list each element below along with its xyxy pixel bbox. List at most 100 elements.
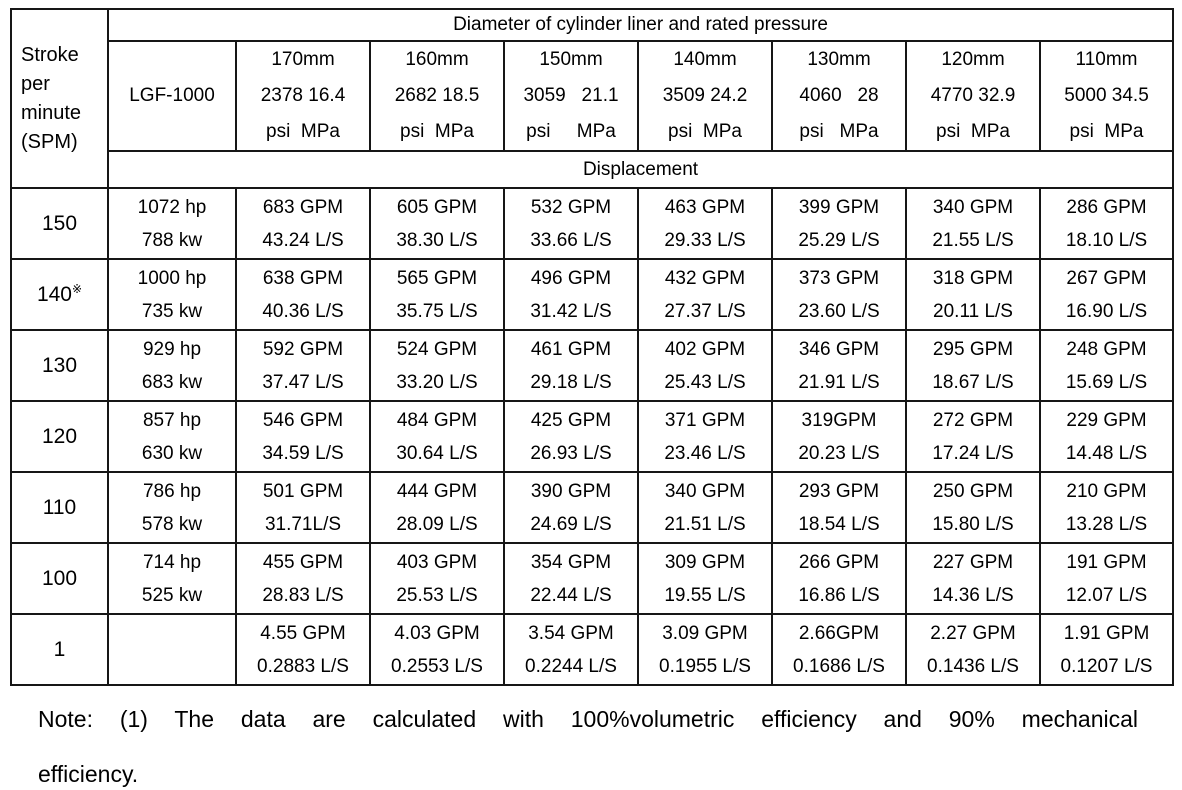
- displacement-cell: 2.66GPM 0.1686 L/S: [771, 613, 907, 686]
- displacement-cell: 371 GPM 23.46 L/S: [637, 400, 773, 473]
- diameter-pressure-header: Diameter of cylinder liner and rated pre…: [106, 8, 1175, 42]
- size-header-170mm: 170mm 2378 16.4 psi MPa: [235, 40, 371, 152]
- displacement-cell: 227 GPM 14.36 L/S: [905, 542, 1041, 615]
- displacement-cell: 1.91 GPM 0.1207 L/S: [1038, 613, 1175, 686]
- displacement-cell: 340 GPM 21.55 L/S: [905, 187, 1041, 260]
- model-cell: LGF-1000: [107, 40, 237, 152]
- diameter-label: 130mm: [807, 49, 871, 70]
- displacement-cell: 496 GPM 31.42 L/S: [503, 258, 639, 331]
- displacement-cell: 250 GPM 15.80 L/S: [905, 471, 1041, 544]
- displacement-spec-table: Stroke per minute (SPM) Diameter of cyli…: [10, 8, 1175, 686]
- displacement-cell: 461 GPM 29.18 L/S: [503, 329, 639, 402]
- displacement-cell: 229 GPM 14.48 L/S: [1038, 400, 1175, 473]
- displacement-cell: 432 GPM 27.37 L/S: [637, 258, 773, 331]
- pressure-units: psi MPa: [668, 121, 742, 142]
- pressure-value: 2378 16.4: [260, 85, 346, 106]
- displacement-header: Displacement: [106, 150, 1175, 189]
- displacement-cell: 683 GPM 43.24 L/S: [235, 187, 371, 260]
- pressure-value: 4770 32.9: [930, 85, 1016, 106]
- diameter-label: 160mm: [405, 49, 469, 70]
- diameter-label: 110mm: [1075, 49, 1138, 70]
- displacement-cell: 318 GPM 20.11 L/S: [905, 258, 1041, 331]
- displacement-cell: 399 GPM 25.29 L/S: [771, 187, 907, 260]
- size-header-130mm: 130mm 4060 28 psi MPa: [771, 40, 907, 152]
- spm-cell: 120: [10, 400, 109, 473]
- power-cell: 857 hp 630 kw: [107, 400, 237, 473]
- displacement-cell: 402 GPM 25.43 L/S: [637, 329, 773, 402]
- displacement-cell: 605 GPM 38.30 L/S: [369, 187, 505, 260]
- pressure-value: 5000 34.5: [1064, 85, 1149, 106]
- displacement-cell: 354 GPM 22.44 L/S: [503, 542, 639, 615]
- pressure-value: 2682 18.5: [394, 85, 480, 106]
- power-cell: 714 hp 525 kw: [107, 542, 237, 615]
- displacement-cell: 340 GPM 21.51 L/S: [637, 471, 773, 544]
- pressure-units: psi MPa: [400, 121, 474, 142]
- displacement-cell: 638 GPM 40.36 L/S: [235, 258, 371, 331]
- pressure-units: psi MPa: [266, 121, 340, 142]
- power-cell: 929 hp 683 kw: [107, 329, 237, 402]
- spm-cell: 110: [10, 471, 109, 544]
- displacement-cell: 532 GPM 33.66 L/S: [503, 187, 639, 260]
- displacement-cell: 286 GPM 18.10 L/S: [1038, 187, 1175, 260]
- displacement-cell: 592 GPM 37.47 L/S: [235, 329, 371, 402]
- diameter-label: 170mm: [271, 49, 335, 70]
- diameter-label: 150mm: [539, 49, 603, 70]
- size-header-160mm: 160mm 2682 18.5 psi MPa: [369, 40, 505, 152]
- displacement-cell: 524 GPM 33.20 L/S: [369, 329, 505, 402]
- pressure-units: psi MPa: [936, 121, 1010, 142]
- spm-cell: 140※: [10, 258, 109, 331]
- pressure-units: psi MPa: [799, 121, 879, 142]
- reference-mark: ※: [71, 281, 83, 296]
- pressure-value: 3509 24.2: [662, 85, 748, 106]
- displacement-cell: 3.54 GPM 0.2244 L/S: [503, 613, 639, 686]
- displacement-cell: 3.09 GPM 0.1955 L/S: [637, 613, 773, 686]
- footnote-line-2: efficiency.: [38, 761, 139, 787]
- displacement-cell: 293 GPM 18.54 L/S: [771, 471, 907, 544]
- size-header-120mm: 120mm 4770 32.9 psi MPa: [905, 40, 1041, 152]
- diameter-label: 140mm: [673, 49, 737, 70]
- pressure-units: psi MPa: [526, 121, 616, 142]
- spm-cell: 100: [10, 542, 109, 615]
- displacement-cell: 309 GPM 19.55 L/S: [637, 542, 773, 615]
- displacement-cell: 546 GPM 34.59 L/S: [235, 400, 371, 473]
- displacement-cell: 403 GPM 25.53 L/S: [369, 542, 505, 615]
- pressure-units: psi MPa: [1069, 121, 1144, 142]
- displacement-cell: 295 GPM 18.67 L/S: [905, 329, 1041, 402]
- displacement-cell: 272 GPM 17.24 L/S: [905, 400, 1041, 473]
- footnote-line-1: Note: (1) The data are calculated with 1…: [38, 706, 1138, 732]
- size-header-110mm: 110mm 5000 34.5 psi MPa: [1038, 40, 1175, 152]
- displacement-cell: 319GPM 20.23 L/S: [771, 400, 907, 473]
- size-header-150mm: 150mm 3059 21.1 psi MPa: [503, 40, 639, 152]
- power-cell: 1072 hp 788 kw: [107, 187, 237, 260]
- displacement-cell: 267 GPM 16.90 L/S: [1038, 258, 1175, 331]
- displacement-cell: 501 GPM 31.71L/S: [235, 471, 371, 544]
- displacement-cell: 390 GPM 24.69 L/S: [503, 471, 639, 544]
- pressure-value: 4060 28: [799, 85, 879, 106]
- displacement-cell: 463 GPM 29.33 L/S: [637, 187, 773, 260]
- power-cell: 1000 hp 735 kw: [107, 258, 237, 331]
- spm-cell: 150: [10, 187, 109, 260]
- power-cell: 786 hp 578 kw: [107, 471, 237, 544]
- power-cell: [107, 613, 237, 686]
- displacement-cell: 191 GPM 12.07 L/S: [1038, 542, 1175, 615]
- displacement-cell: 444 GPM 28.09 L/S: [369, 471, 505, 544]
- displacement-cell: 4.03 GPM 0.2553 L/S: [369, 613, 505, 686]
- displacement-cell: 248 GPM 15.69 L/S: [1038, 329, 1175, 402]
- displacement-cell: 373 GPM 23.60 L/S: [771, 258, 907, 331]
- displacement-cell: 425 GPM 26.93 L/S: [503, 400, 639, 473]
- displacement-cell: 455 GPM 28.83 L/S: [235, 542, 371, 615]
- displacement-cell: 210 GPM 13.28 L/S: [1038, 471, 1175, 544]
- footnote: Note: (1) The data are calculated with 1…: [38, 692, 1138, 790]
- displacement-cell: 2.27 GPM 0.1436 L/S: [905, 613, 1041, 686]
- displacement-cell: 484 GPM 30.64 L/S: [369, 400, 505, 473]
- diameter-label: 120mm: [941, 49, 1005, 70]
- displacement-cell: 346 GPM 21.91 L/S: [771, 329, 907, 402]
- displacement-cell: 266 GPM 16.86 L/S: [771, 542, 907, 615]
- displacement-cell: 4.55 GPM 0.2883 L/S: [235, 613, 371, 686]
- spm-cell: 1: [10, 613, 109, 686]
- displacement-cell: 565 GPM 35.75 L/S: [369, 258, 505, 331]
- spm-cell: 130: [10, 329, 109, 402]
- pressure-value: 3059 21.1: [523, 85, 619, 106]
- size-header-140mm: 140mm 3509 24.2 psi MPa: [637, 40, 773, 152]
